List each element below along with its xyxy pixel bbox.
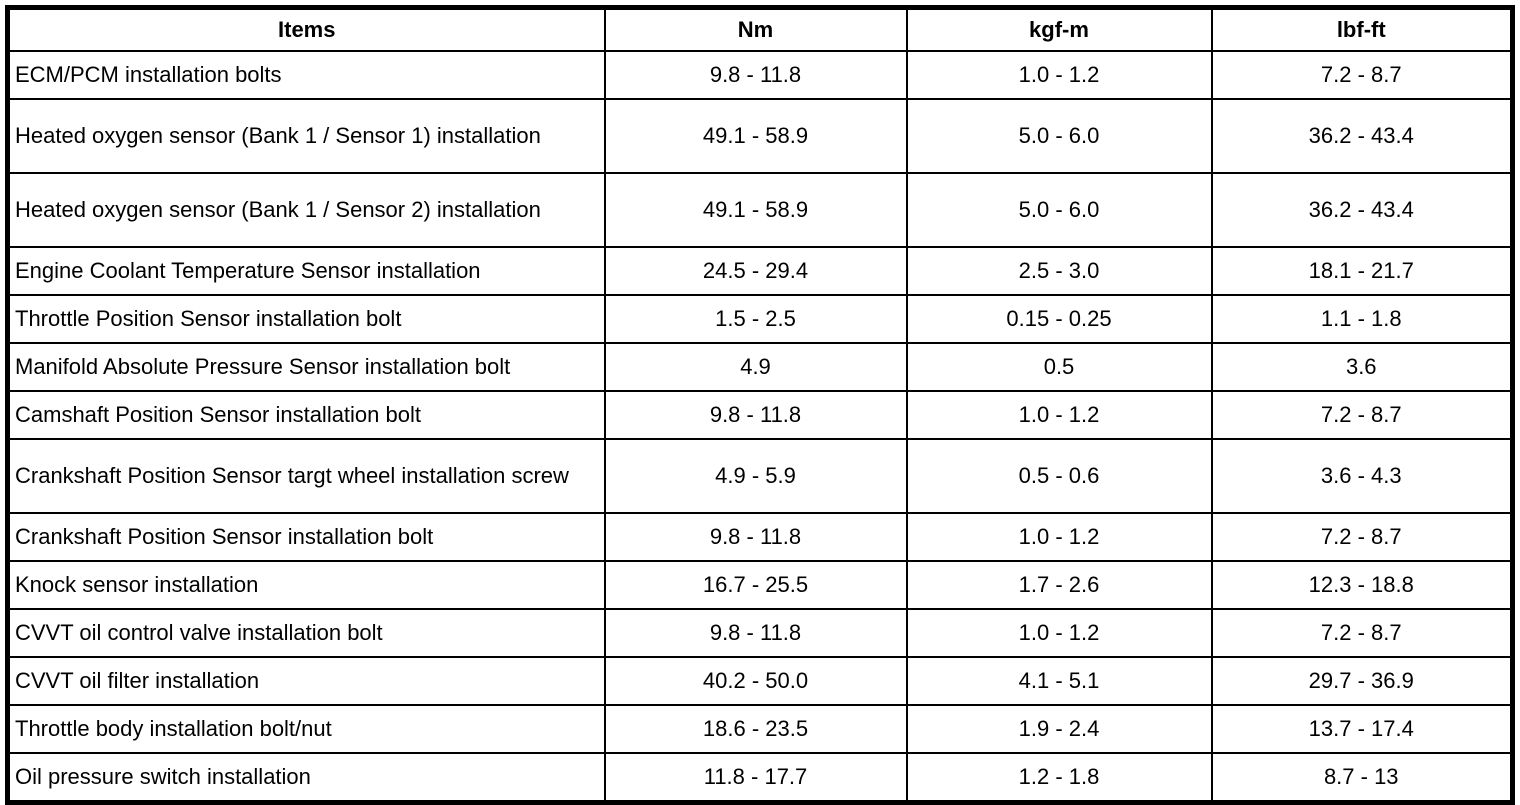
nm-cell: 40.2 - 50.0 [603, 656, 908, 706]
item-cell: Heated oxygen sensor (Bank 1 / Sensor 1)… [6, 98, 606, 174]
lbfft-cell: 7.2 - 8.7 [1210, 608, 1514, 658]
table-row: Crankshaft Position Sensor installation … [6, 512, 1514, 562]
item-cell: Camshaft Position Sensor installation bo… [6, 390, 606, 440]
table-row: Knock sensor installation 16.7 - 25.5 1.7 … [6, 560, 1514, 610]
lbfft-cell: 8.7 - 13 [1210, 752, 1514, 804]
kgfm-cell: 5.0 - 6.0 [905, 172, 1213, 248]
kgfm-cell: 0.15 - 0.25 [905, 294, 1213, 344]
header-nm: Nm [603, 6, 908, 52]
nm-cell: 11.8 - 17.7 [603, 752, 908, 804]
header-row: Items Nm kgf-m lbf-ft [6, 6, 1514, 52]
table-row: Crankshaft Position Sensor targt wheel i… [6, 438, 1514, 514]
item-cell: Heated oxygen sensor (Bank 1 / Sensor 2)… [6, 172, 606, 248]
header-lbfft: lbf-ft [1210, 6, 1514, 52]
nm-cell: 9.8 - 11.8 [603, 390, 908, 440]
item-cell: Knock sensor installation [6, 560, 606, 610]
lbfft-cell: 1.1 - 1.8 [1210, 294, 1514, 344]
lbfft-cell: 29.7 - 36.9 [1210, 656, 1514, 706]
lbfft-cell: 3.6 - 4.3 [1210, 438, 1514, 514]
lbfft-cell: 3.6 [1210, 342, 1514, 392]
table-row: Heated oxygen sensor (Bank 1 / Sensor 1)… [6, 98, 1514, 174]
lbfft-cell: 36.2 - 43.4 [1210, 98, 1514, 174]
table-row: Throttle body installation bolt/nut 18.6 … [6, 704, 1514, 754]
kgfm-cell: 5.0 - 6.0 [905, 98, 1213, 174]
kgfm-cell: 0.5 [905, 342, 1213, 392]
item-cell: CVVT oil control valve installation bolt [6, 608, 606, 658]
item-cell: Crankshaft Position Sensor targt wheel i… [6, 438, 606, 514]
lbfft-cell: 12.3 - 18.8 [1210, 560, 1514, 610]
table-row: Camshaft Position Sensor installation bo… [6, 390, 1514, 440]
nm-cell: 1.5 - 2.5 [603, 294, 908, 344]
kgfm-cell: 0.5 - 0.6 [905, 438, 1213, 514]
lbfft-cell: 7.2 - 8.7 [1210, 390, 1514, 440]
item-cell: Oil pressure switch installation [6, 752, 606, 804]
item-cell: Manifold Absolute Pressure Sensor instal… [6, 342, 606, 392]
nm-cell: 9.8 - 11.8 [603, 608, 908, 658]
nm-cell: 4.9 - 5.9 [603, 438, 908, 514]
table-row: Oil pressure switch installation 11.8 - 1… [6, 752, 1514, 804]
document-page: Items Nm kgf-m lbf-ft ECM/PCM installati… [5, 5, 1515, 805]
kgfm-cell: 2.5 - 3.0 [905, 246, 1213, 296]
header-kgfm: kgf-m [905, 6, 1213, 52]
nm-cell: 9.8 - 11.8 [603, 512, 908, 562]
kgfm-cell: 1.2 - 1.8 [905, 752, 1213, 804]
lbfft-cell: 18.1 - 21.7 [1210, 246, 1514, 296]
kgfm-cell: 1.0 - 1.2 [905, 390, 1213, 440]
kgfm-cell: 1.0 - 1.2 [905, 608, 1213, 658]
kgfm-cell: 4.1 - 5.1 [905, 656, 1213, 706]
item-cell: Crankshaft Position Sensor installation … [6, 512, 606, 562]
nm-cell: 49.1 - 58.9 [603, 98, 908, 174]
nm-cell: 49.1 - 58.9 [603, 172, 908, 248]
table-row: CVVT oil control valve installation bolt… [6, 608, 1514, 658]
kgfm-cell: 1.9 - 2.4 [905, 704, 1213, 754]
item-cell: Engine Coolant Temperature Sensor instal… [6, 246, 606, 296]
torque-spec-table: Items Nm kgf-m lbf-ft ECM/PCM installati… [5, 5, 1515, 805]
table-body: ECM/PCM installation bolts 9.8 - 11.8 1.0 … [6, 50, 1514, 804]
table-row: Manifold Absolute Pressure Sensor instal… [6, 342, 1514, 392]
nm-cell: 4.9 [603, 342, 908, 392]
table-row: Engine Coolant Temperature Sensor instal… [6, 246, 1514, 296]
lbfft-cell: 7.2 - 8.7 [1210, 50, 1514, 100]
item-cell: Throttle Position Sensor installation bo… [6, 294, 606, 344]
lbfft-cell: 13.7 - 17.4 [1210, 704, 1514, 754]
item-cell: Throttle body installation bolt/nut [6, 704, 606, 754]
item-cell: CVVT oil filter installation [6, 656, 606, 706]
table-header: Items Nm kgf-m lbf-ft [6, 6, 1514, 52]
header-items: Items [6, 6, 606, 52]
table-row: CVVT oil filter installation 40.2 - 50.0 4… [6, 656, 1514, 706]
table-row: Throttle Position Sensor installation bo… [6, 294, 1514, 344]
nm-cell: 24.5 - 29.4 [603, 246, 908, 296]
lbfft-cell: 36.2 - 43.4 [1210, 172, 1514, 248]
table-row: ECM/PCM installation bolts 9.8 - 11.8 1.0 … [6, 50, 1514, 100]
kgfm-cell: 1.0 - 1.2 [905, 50, 1213, 100]
lbfft-cell: 7.2 - 8.7 [1210, 512, 1514, 562]
table-row: Heated oxygen sensor (Bank 1 / Sensor 2)… [6, 172, 1514, 248]
kgfm-cell: 1.0 - 1.2 [905, 512, 1213, 562]
nm-cell: 16.7 - 25.5 [603, 560, 908, 610]
nm-cell: 18.6 - 23.5 [603, 704, 908, 754]
item-cell: ECM/PCM installation bolts [6, 50, 606, 100]
nm-cell: 9.8 - 11.8 [603, 50, 908, 100]
kgfm-cell: 1.7 - 2.6 [905, 560, 1213, 610]
